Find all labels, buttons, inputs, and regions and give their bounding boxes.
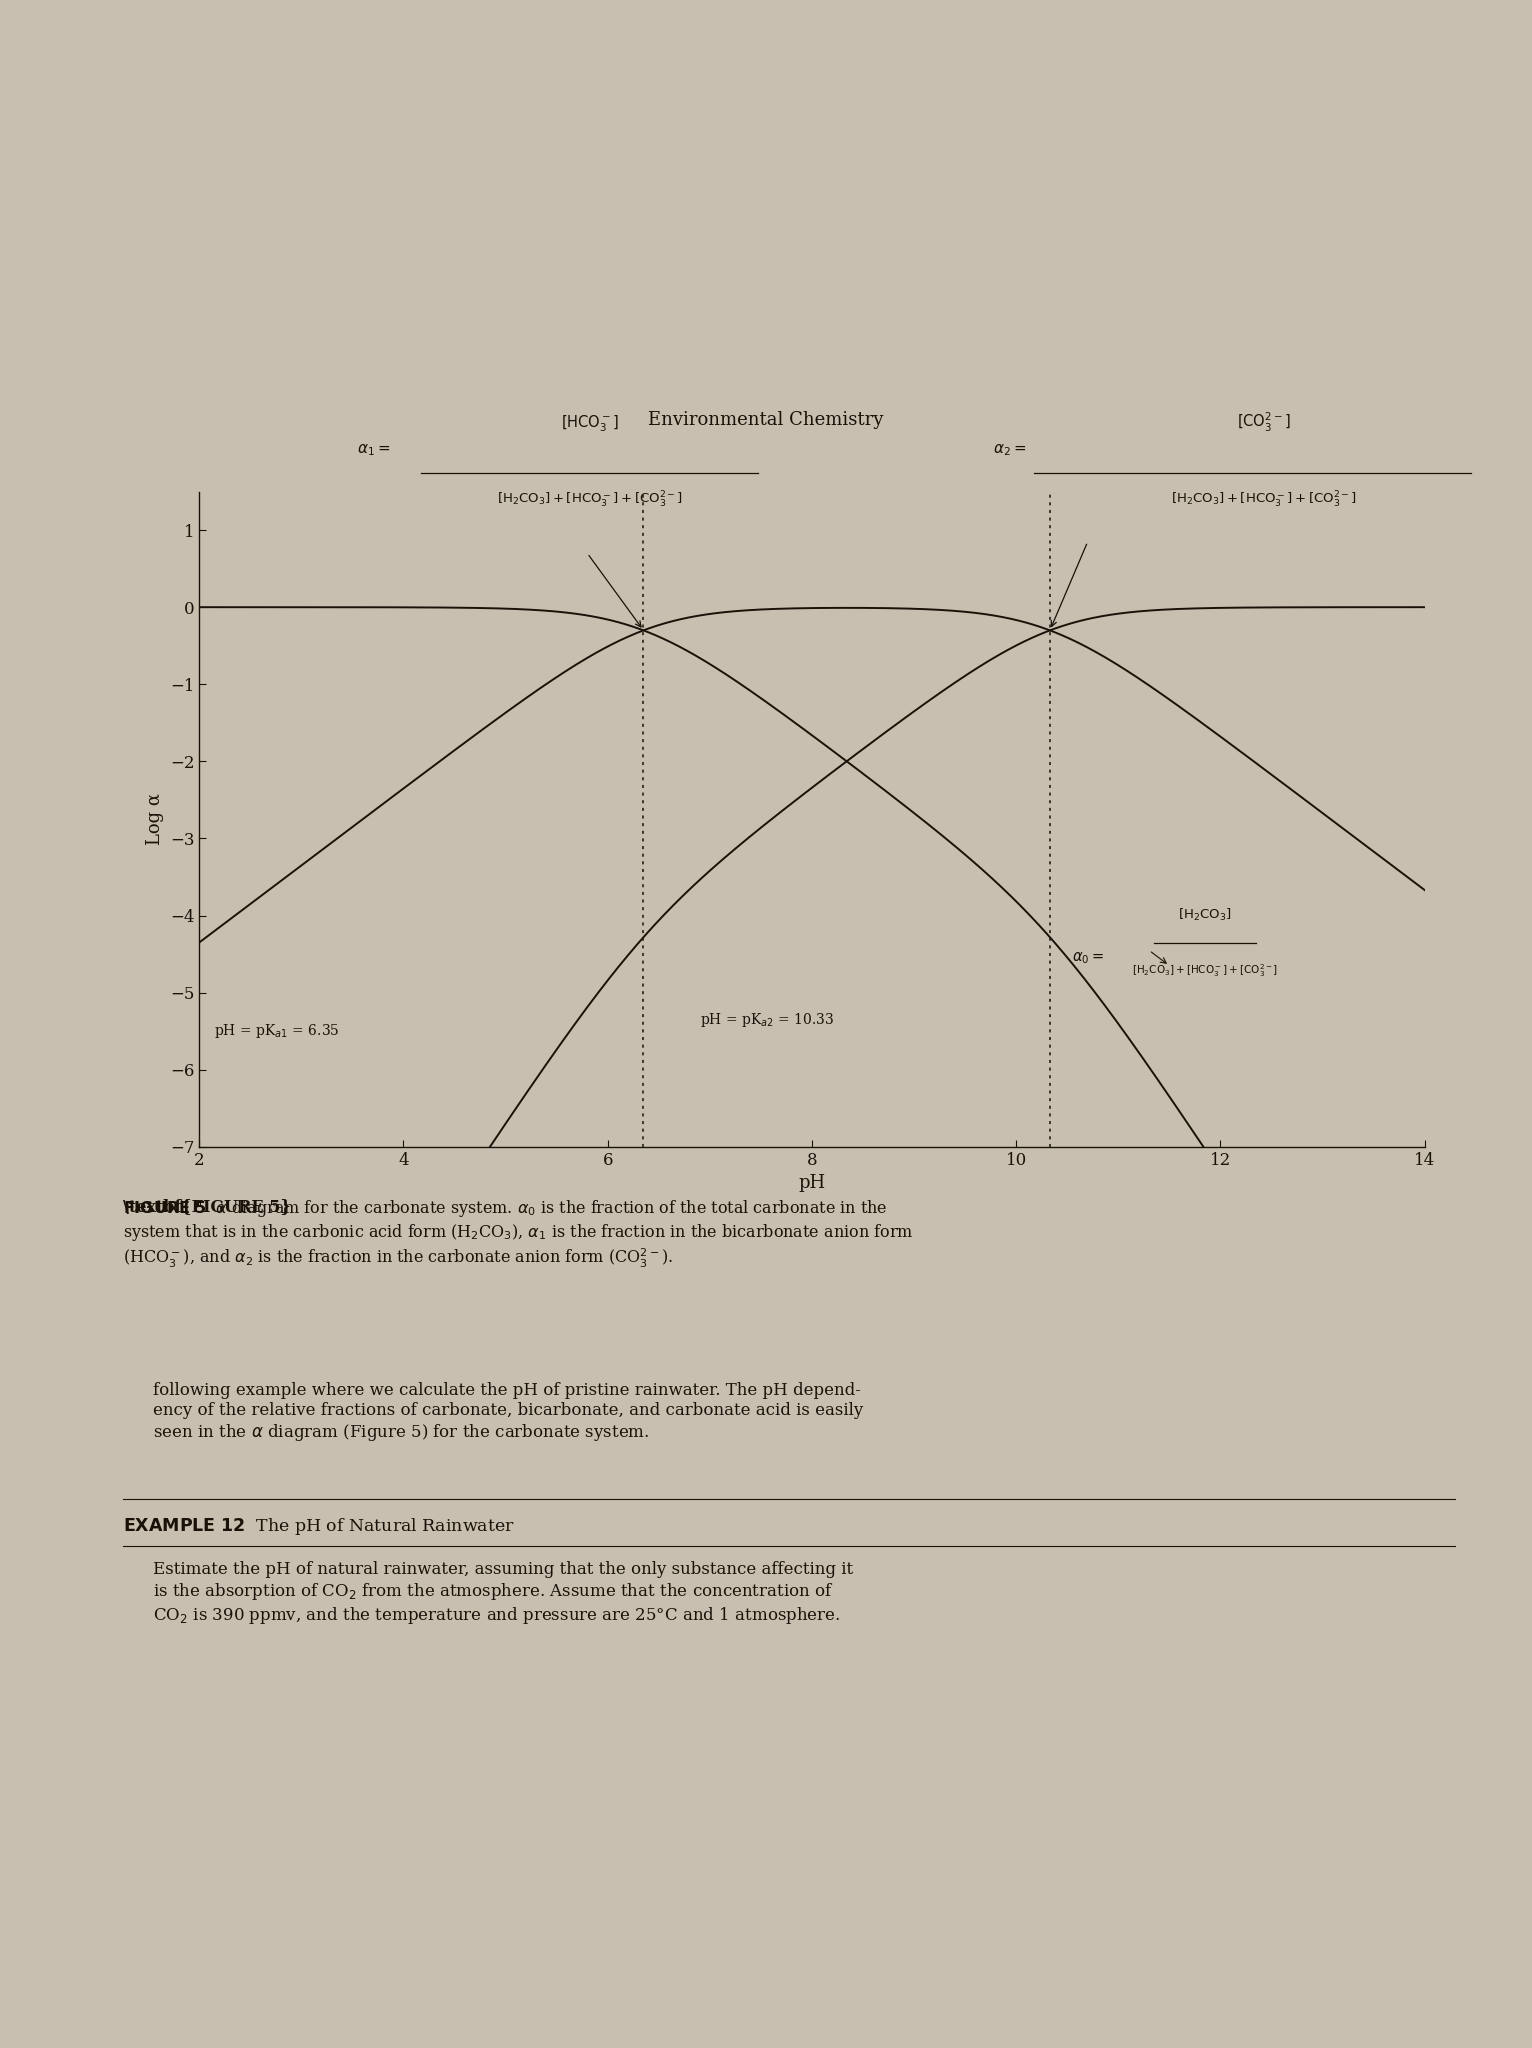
Text: $[\mathrm{H_2CO_3}]+[\mathrm{HCO_3^-}]+[\mathrm{CO_3^{2-}}]$: $[\mathrm{H_2CO_3}]+[\mathrm{HCO_3^-}]+[… bbox=[1132, 963, 1278, 979]
X-axis label: pH: pH bbox=[798, 1174, 826, 1192]
Text: pH = pK$_{a1}$ = 6.35: pH = pK$_{a1}$ = 6.35 bbox=[214, 1022, 340, 1040]
Text: $[\mathrm{CO_3^{2-}}]$: $[\mathrm{CO_3^{2-}}]$ bbox=[1236, 412, 1291, 434]
Text: Environmental Chemistry: Environmental Chemistry bbox=[648, 412, 884, 428]
Text: $\alpha_2 =$: $\alpha_2 =$ bbox=[993, 442, 1026, 459]
Text: following example where we calculate the pH of pristine rainwater. The pH depend: following example where we calculate the… bbox=[153, 1382, 864, 1444]
Text: $[\mathrm{H_2CO_3}]+[\mathrm{HCO_3^-}]+[\mathrm{CO_3^{2-}}]$: $[\mathrm{H_2CO_3}]+[\mathrm{HCO_3^-}]+[… bbox=[496, 489, 683, 510]
Text: $\alpha_1 =$: $\alpha_1 =$ bbox=[357, 442, 391, 459]
Text: $[\mathrm{HCO_3^-}]$: $[\mathrm{HCO_3^-}]$ bbox=[561, 414, 619, 434]
Text: Estimate the pH of natural rainwater, assuming that the only substance affecting: Estimate the pH of natural rainwater, as… bbox=[153, 1561, 853, 1626]
Text: $\mathbf{FIGURE\ 5}$  $\alpha$ diagram for the carbonate system. $\alpha_0$ is t: $\mathbf{FIGURE\ 5}$ $\alpha$ diagram fo… bbox=[123, 1198, 913, 1270]
Text: $\mathbf{EXAMPLE\ 12}$  The pH of Natural Rainwater: $\mathbf{EXAMPLE\ 12}$ The pH of Natural… bbox=[123, 1516, 515, 1536]
Text: pH = pK$_{a2}$ = 10.33: pH = pK$_{a2}$ = 10.33 bbox=[700, 1010, 833, 1028]
Text: $\alpha_0 =$: $\alpha_0 =$ bbox=[1072, 950, 1105, 967]
Text: $[\mathrm{H_2CO_3}]+[\mathrm{HCO_3^-}]+[\mathrm{CO_3^{2-}}]$: $[\mathrm{H_2CO_3}]+[\mathrm{HCO_3^-}]+[… bbox=[1170, 489, 1357, 510]
Y-axis label: Log α: Log α bbox=[146, 793, 164, 846]
Text: $[\mathrm{H_2CO_3}]$: $[\mathrm{H_2CO_3}]$ bbox=[1178, 907, 1232, 924]
Text: \textbf{FIGURE 5}: \textbf{FIGURE 5} bbox=[123, 1198, 290, 1214]
